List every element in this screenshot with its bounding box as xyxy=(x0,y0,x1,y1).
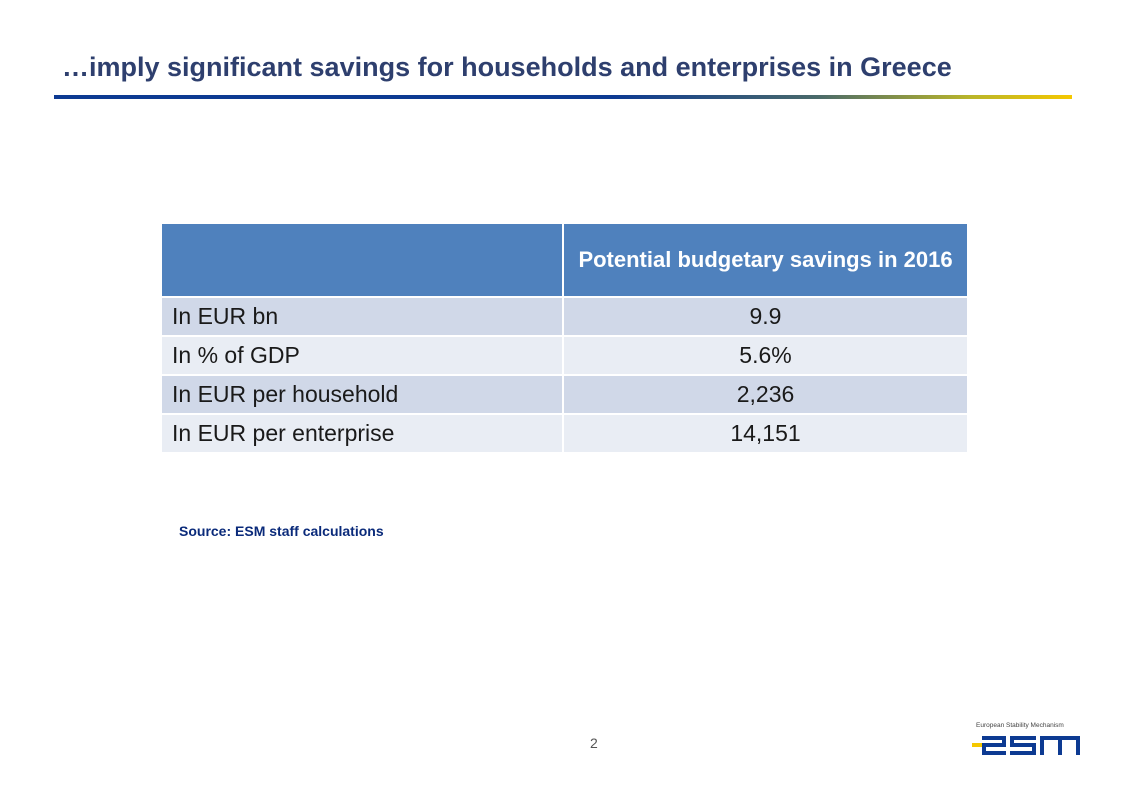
esm-logo: European Stability Mechanism xyxy=(972,722,1084,762)
table-row: In EUR per enterprise 14,151 xyxy=(160,413,969,454)
row-value: 9.9 xyxy=(562,296,969,337)
title-underline-rule xyxy=(54,95,1072,99)
row-label: In EUR per enterprise xyxy=(160,413,564,454)
page-number: 2 xyxy=(590,735,598,751)
source-note: Source: ESM staff calculations xyxy=(179,523,384,539)
table-row: In EUR per household 2,236 xyxy=(160,374,969,415)
logo-tagline: European Stability Mechanism xyxy=(976,722,1064,729)
esm-logo-icon xyxy=(972,736,1080,755)
row-value: 14,151 xyxy=(562,413,969,454)
slide-title: …imply significant savings for household… xyxy=(62,52,952,82)
row-label: In % of GDP xyxy=(160,335,564,376)
table-header-row: Potential budgetary savings in 2016 xyxy=(160,222,969,298)
row-value: 2,236 xyxy=(562,374,969,415)
row-label: In EUR bn xyxy=(160,296,564,337)
column-header-empty xyxy=(160,222,564,298)
row-value: 5.6% xyxy=(562,335,969,376)
row-label: In EUR per household xyxy=(160,374,564,415)
column-header-savings: Potential budgetary savings in 2016 xyxy=(562,222,969,298)
table-row: In % of GDP 5.6% xyxy=(160,335,969,376)
table-row: In EUR bn 9.9 xyxy=(160,296,969,337)
savings-table: Potential budgetary savings in 2016 In E… xyxy=(160,222,969,454)
